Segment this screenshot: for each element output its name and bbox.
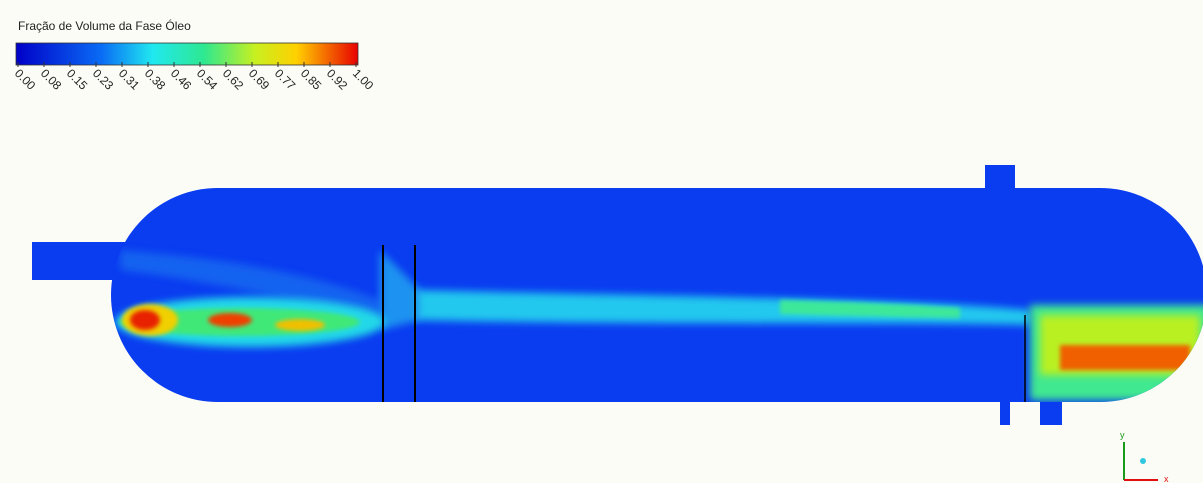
colorbar <box>15 42 359 66</box>
oil-fraction-field <box>115 250 1203 400</box>
vessel-body <box>111 188 1203 402</box>
legend-title: Fração de Volume da Fase Óleo <box>18 18 191 33</box>
water-outlet <box>1000 400 1010 425</box>
oil-outlet <box>1040 400 1062 425</box>
gas-outlet <box>985 165 1015 190</box>
y-axis-label: y <box>1120 430 1125 440</box>
inlet-pipe <box>32 242 125 280</box>
x-axis-label: x <box>1164 474 1169 483</box>
z-axis-marker <box>1140 458 1146 464</box>
